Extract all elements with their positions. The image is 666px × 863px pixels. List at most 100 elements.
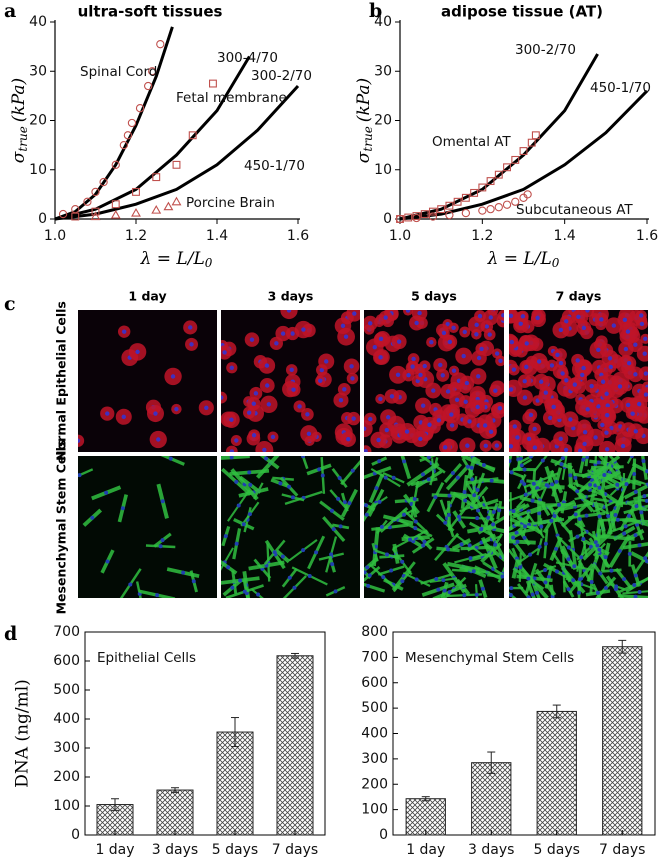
nucleus [597,460,601,464]
nucleus [532,427,536,431]
nucleus [490,479,494,483]
y-label-sub: true [361,126,375,151]
nucleus [509,586,513,590]
y-tick-label: 10 [29,162,47,178]
nucleus [509,314,513,318]
nucleus [347,501,351,505]
nucleus [585,455,589,459]
nucleus [181,571,185,575]
nucleus [292,586,296,590]
nucleus [588,483,592,487]
y-tick-label: 300 [53,740,80,756]
nucleus [560,462,564,466]
nucleus [630,454,634,458]
nucleus [76,439,80,443]
nucleus [511,536,515,540]
x-tick-label: 3 days [468,842,514,858]
y-tick-label: 40 [374,14,392,30]
nucleus [628,552,632,556]
nucleus [105,411,109,415]
y-label-symbol: σ [354,151,374,163]
nucleus [417,311,421,315]
nucleus [578,449,582,453]
nucleus [533,445,537,449]
nucleus [281,554,285,558]
nucleus [161,499,165,503]
nucleus [288,576,292,580]
nucleus [544,542,548,546]
nucleus [479,527,483,531]
nucleus [378,355,382,359]
nucleus [585,407,589,411]
nucleus [476,488,480,492]
nucleus [512,509,516,513]
series-label: Spinal Cord [80,64,157,80]
y-label-unit: (kPa) [354,78,374,122]
nucleus [559,361,563,365]
nucleus [230,455,234,459]
nucleus [363,449,367,453]
nucleus [593,435,597,439]
y-axis-label: σtrue(kPa) [9,78,30,163]
nucleus [621,444,625,448]
nucleus [515,435,519,439]
y-tick-label: 100 [361,802,388,818]
nucleus [224,534,228,538]
nucleus [330,562,334,566]
nucleus [155,593,159,597]
y-tick-label: 30 [374,63,392,79]
nucleus [334,589,338,593]
nucleus [524,493,528,497]
nucleus [516,540,520,544]
y-tick-label: 400 [361,726,388,742]
nucleus [431,388,435,392]
nucleus [447,513,451,517]
nucleus [531,592,535,596]
nucleus [541,458,545,462]
nucleus [472,493,476,497]
nucleus [543,580,547,584]
panel-letter: d [4,623,17,645]
nucleus [254,391,258,395]
data-point [479,207,486,214]
y-tick-label: 40 [29,14,47,30]
x-tick-label: 1.0 [44,228,66,244]
y-tick-label: 100 [53,798,80,814]
nucleus [449,412,453,416]
nucleus [487,332,491,336]
nucleus [640,322,644,326]
nucleus [568,473,572,477]
nucleus [509,593,513,597]
nucleus [381,575,385,579]
series-label: Subcutaneous AT [516,202,633,218]
column-header: 7 days [556,289,602,304]
nucleus [364,503,368,507]
nucleus [618,384,622,388]
x-label-sub: 0 [552,256,560,270]
nucleus [379,337,383,341]
nucleus [339,398,343,402]
nucleus [436,588,440,592]
x-tick-label: 1 day [95,842,134,858]
nucleus [174,407,178,411]
nucleus [301,327,305,331]
nucleus [543,568,547,572]
nucleus [529,413,533,417]
nucleus [418,373,422,377]
nucleus [634,595,638,599]
nucleus [583,430,587,434]
nucleus [287,308,291,312]
nucleus [555,353,559,357]
nucleus [555,569,559,573]
nucleus [161,538,165,542]
nucleus [464,400,468,404]
bar [603,647,642,835]
nucleus [581,458,585,462]
nucleus [368,417,372,421]
nucleus [291,495,295,499]
nucleus [538,545,542,549]
nucleus [560,371,564,375]
series-label: Omental AT [432,134,511,150]
nucleus [528,553,532,557]
nucleus [624,347,628,351]
